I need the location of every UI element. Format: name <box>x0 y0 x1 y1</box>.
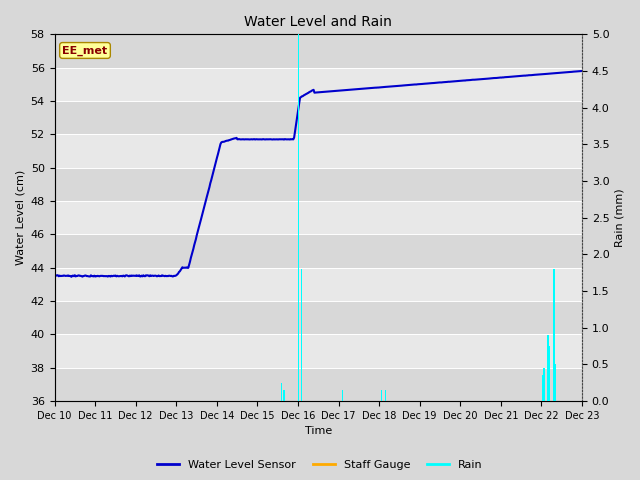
Bar <box>54 201 582 234</box>
Bar <box>54 1 582 35</box>
Bar <box>381 390 382 401</box>
X-axis label: Time: Time <box>305 426 332 436</box>
Bar <box>543 368 545 401</box>
Bar <box>541 375 543 401</box>
Bar <box>54 68 582 101</box>
Y-axis label: Water Level (cm): Water Level (cm) <box>15 170 25 265</box>
Bar <box>54 301 582 334</box>
Bar <box>54 268 582 301</box>
Title: Water Level and Rain: Water Level and Rain <box>244 15 392 29</box>
Bar <box>54 101 582 134</box>
Text: EE_met: EE_met <box>63 45 108 56</box>
Bar <box>549 346 550 401</box>
Legend: Water Level Sensor, Staff Gauge, Rain: Water Level Sensor, Staff Gauge, Rain <box>153 456 487 474</box>
Bar <box>555 364 556 401</box>
Bar <box>54 134 582 168</box>
Bar <box>281 383 282 401</box>
Bar <box>54 368 582 401</box>
Bar <box>54 35 582 68</box>
Bar <box>54 334 582 368</box>
Bar <box>554 269 555 401</box>
Y-axis label: Rain (mm): Rain (mm) <box>615 188 625 247</box>
Bar <box>385 390 386 401</box>
Bar <box>54 168 582 201</box>
Bar <box>342 390 343 401</box>
Bar <box>284 390 285 401</box>
Bar <box>301 269 302 401</box>
Bar <box>547 335 548 401</box>
Bar <box>54 234 582 268</box>
Bar <box>298 35 299 401</box>
